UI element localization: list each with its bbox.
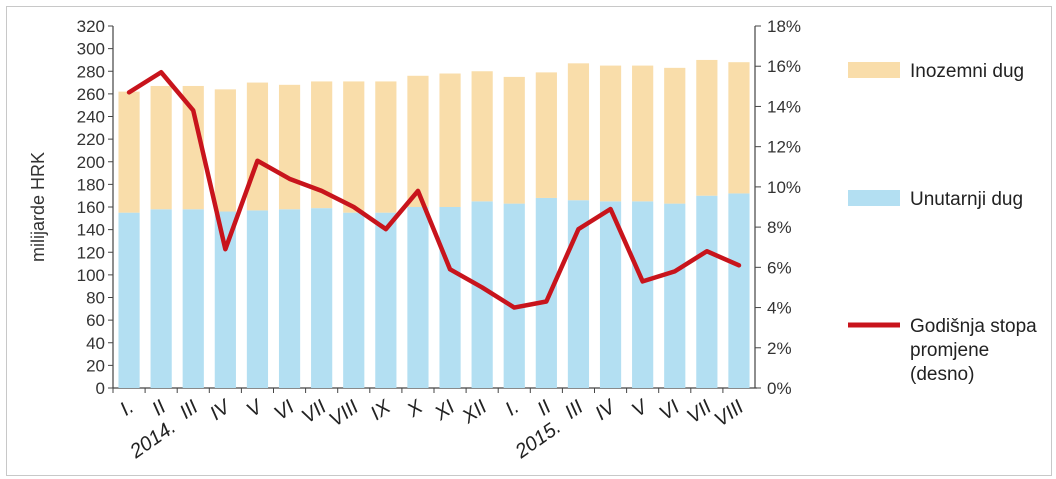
bar-unutarnji	[664, 203, 686, 388]
y-tick-label: 240	[77, 108, 105, 127]
x-tick-label: XII	[458, 396, 492, 429]
y2-tick-label: 14%	[767, 97, 801, 116]
legend-swatch	[848, 62, 900, 78]
y-tick-label: 140	[77, 221, 105, 240]
x-tick-label: IX	[367, 396, 396, 425]
legend-label: Unutarnji dug	[910, 189, 1023, 210]
bar-unutarnji	[214, 211, 236, 388]
y2-tick-label: 2%	[767, 339, 792, 358]
legend-label: (desno)	[910, 364, 974, 385]
legend-label: promjene	[910, 340, 989, 361]
y-tick-label: 260	[77, 85, 105, 104]
bar-inozemni	[696, 59, 718, 196]
bar-inozemni	[150, 85, 172, 210]
bar-unutarnji	[728, 193, 750, 388]
y2-tick-label: 16%	[767, 57, 801, 76]
bar-unutarnji	[439, 207, 461, 388]
y-tick-label: 320	[77, 17, 105, 36]
y-tick-label: 200	[77, 153, 105, 172]
bar-inozemni	[439, 73, 461, 207]
x-tick-label: VIII	[711, 396, 749, 431]
bar-inozemni	[599, 65, 622, 202]
bar-inozemni	[471, 71, 493, 202]
x-tick-label: I.	[116, 396, 138, 420]
bar-inozemni	[343, 81, 365, 213]
legend-label: Godišnja stopa	[910, 316, 1037, 337]
bar-unutarnji	[311, 208, 333, 388]
bar-inozemni	[311, 81, 333, 209]
bar-unutarnji	[407, 207, 429, 388]
bar-unutarnji	[471, 201, 493, 388]
x-tick-label: III	[561, 396, 588, 424]
x-tick-label: III	[176, 396, 203, 424]
bar-inozemni	[118, 91, 140, 213]
y-tick-label: 100	[77, 266, 105, 285]
bar-inozemni	[182, 85, 204, 210]
y2-tick-label: 6%	[767, 258, 792, 277]
bar-unutarnji	[632, 201, 654, 388]
y-tick-label: 300	[77, 40, 105, 59]
x-tick-label: V	[243, 395, 268, 422]
y2-tick-label: 4%	[767, 299, 792, 318]
x-tick-label: I.	[501, 396, 523, 420]
bar-unutarnji	[375, 212, 397, 388]
y-tick-label: 20	[86, 356, 105, 375]
y2-tick-label: 10%	[767, 178, 801, 197]
bar-inozemni	[407, 75, 429, 208]
bar-inozemni	[728, 62, 750, 194]
x-tick-label: X	[402, 396, 427, 423]
y-tick-label: 180	[77, 175, 105, 194]
bar-inozemni	[503, 76, 525, 204]
bar-unutarnji	[150, 209, 172, 388]
bar-unutarnji	[503, 203, 525, 388]
bar-inozemni	[246, 82, 269, 211]
bar-unutarnji	[118, 212, 140, 388]
bar-inozemni	[375, 81, 397, 213]
x-tick-label: VI	[270, 396, 298, 425]
x-tick-label: XI	[430, 396, 459, 426]
y-tick-label: 120	[77, 243, 105, 262]
bar-unutarnji	[278, 209, 301, 388]
bar-unutarnji	[182, 209, 204, 388]
x-tick-label: VI	[656, 396, 684, 425]
x-year-label: 2015.	[511, 416, 565, 463]
legend-swatch	[848, 190, 900, 206]
x-tick-label: VIII	[325, 396, 363, 431]
x-year-label: 2014.	[125, 416, 179, 463]
chart-frame	[6, 6, 1052, 476]
y-tick-label: 60	[86, 311, 105, 330]
x-tick-label: IV	[591, 395, 620, 425]
y-tick-label: 80	[86, 289, 105, 308]
y-axis-title: milijarde HRK	[28, 152, 48, 262]
bar-inozemni	[278, 84, 301, 210]
bar-inozemni	[632, 65, 654, 202]
y2-tick-label: 18%	[767, 17, 801, 36]
bar-unutarnji	[599, 201, 622, 388]
y2-tick-label: 12%	[767, 138, 801, 157]
y-tick-label: 40	[86, 334, 105, 353]
bar-unutarnji	[567, 200, 590, 388]
bar-unutarnji	[343, 212, 365, 388]
bar-inozemni	[664, 67, 686, 204]
bar-unutarnji	[535, 197, 557, 388]
bar-inozemni	[567, 63, 590, 201]
y-tick-label: 220	[77, 130, 105, 149]
line-godisnja-stopa	[126, 70, 742, 310]
y2-tick-label: 0%	[767, 379, 792, 398]
y2-tick-label: 8%	[767, 218, 792, 237]
legend-label: Inozemni dug	[910, 61, 1024, 82]
x-tick-label: IV	[206, 395, 235, 425]
bar-unutarnji	[246, 210, 269, 388]
y-tick-label: 280	[77, 62, 105, 81]
x-tick-label: V	[628, 395, 653, 422]
bar-unutarnji	[696, 195, 718, 388]
bar-inozemni	[535, 72, 557, 198]
y-tick-label: 0	[96, 379, 105, 398]
y-tick-label: 160	[77, 198, 105, 217]
bar-inozemni	[214, 89, 236, 212]
